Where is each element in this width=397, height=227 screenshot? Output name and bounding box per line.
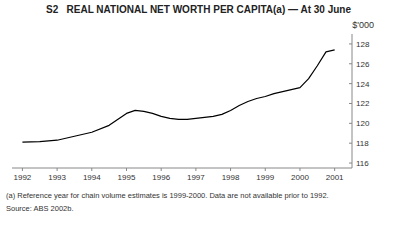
x-tick xyxy=(91,168,92,171)
x-tick-label: 1994 xyxy=(83,173,101,182)
footnote: (a) Reference year for chain volume esti… xyxy=(6,191,329,200)
x-tick-label: 1999 xyxy=(256,173,274,182)
x-tick-label: 1993 xyxy=(48,173,66,182)
y-tick-label: 126 xyxy=(356,60,370,69)
footnote: Source: ABS 2002b. xyxy=(6,204,74,213)
y-tick-label: 118 xyxy=(356,139,369,148)
x-tick xyxy=(57,168,58,171)
x-tick xyxy=(265,168,266,171)
y-axis-label: $'000 xyxy=(352,20,374,30)
x-tick xyxy=(299,168,300,171)
y-tick-label: 124 xyxy=(356,80,370,89)
x-axis-line xyxy=(12,168,352,169)
y-tick-label: 128 xyxy=(356,40,370,49)
y-tick-label: 120 xyxy=(356,119,370,128)
y-tick-label: 122 xyxy=(356,99,370,108)
x-tick xyxy=(195,168,196,171)
plot-area xyxy=(22,50,334,142)
x-tick-label: 1996 xyxy=(152,173,170,182)
title: S2 REAL NATIONAL NET WORTH PER CAPITA(a)… xyxy=(46,4,351,15)
y-tick xyxy=(349,123,352,124)
x-tick-label: 2001 xyxy=(326,173,344,182)
x-tick xyxy=(22,168,23,171)
y-tick xyxy=(349,143,352,144)
x-tick-label: 1995 xyxy=(118,173,136,182)
y-tick xyxy=(349,163,352,164)
x-tick xyxy=(334,168,335,171)
y-tick xyxy=(349,43,352,44)
y-tick xyxy=(349,83,352,84)
y-tick-label: 116 xyxy=(356,159,369,168)
x-tick xyxy=(161,168,162,171)
x-tick-label: 1998 xyxy=(222,173,240,182)
line xyxy=(22,50,334,142)
y-axis-line xyxy=(352,34,353,168)
chart: S2 REAL NATIONAL NET WORTH PER CAPITA(a)… xyxy=(0,0,397,227)
y-tick xyxy=(349,103,352,104)
x-tick xyxy=(230,168,231,171)
x-tick-label: 1997 xyxy=(187,173,205,182)
x-tick xyxy=(126,168,127,171)
x-tick-label: 2000 xyxy=(291,173,309,182)
y-tick xyxy=(349,63,352,64)
x-tick-label: 1992 xyxy=(14,173,32,182)
